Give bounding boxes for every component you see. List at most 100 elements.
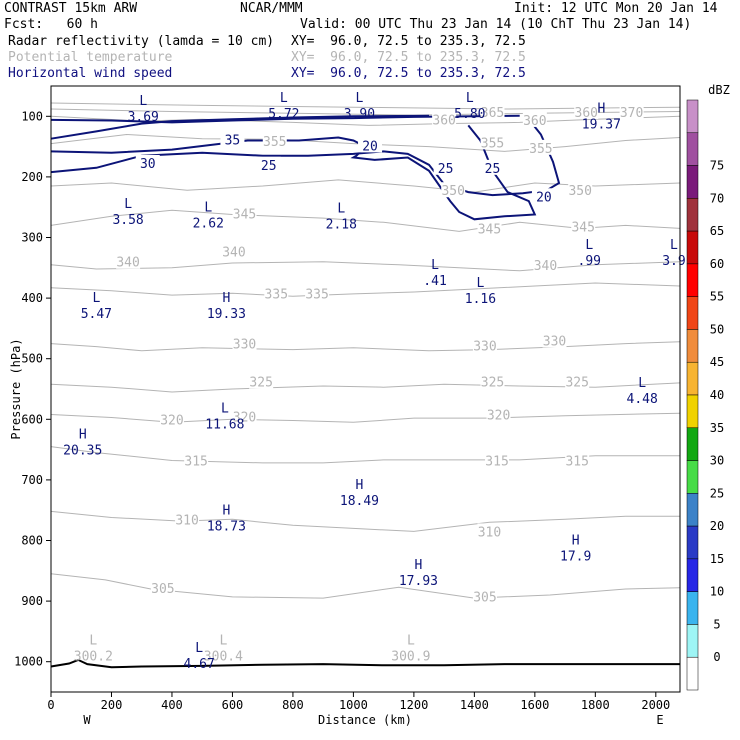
extremum-marker-L: L xyxy=(670,238,678,253)
contour-label-bg xyxy=(358,137,383,153)
contour-label-bg xyxy=(432,111,457,127)
contour-label-bg xyxy=(262,133,287,149)
contour-label-theta: 315 xyxy=(565,455,588,470)
colorbar-level-label: 60 xyxy=(710,257,724,271)
contour-label-theta: 345 xyxy=(571,221,594,236)
y-tick-label: 800 xyxy=(21,534,43,548)
extremum-marker-L: L xyxy=(466,91,474,106)
contour-label-bg xyxy=(522,111,547,127)
extremum-marker-L: L xyxy=(337,201,345,216)
extremum-value: .99 xyxy=(578,254,601,269)
colorbar-swatch xyxy=(686,329,699,363)
extremum-marker-L: L xyxy=(585,238,593,253)
contour-label-bg xyxy=(477,220,502,236)
contour-label-bg xyxy=(565,452,590,468)
contour-label-bg xyxy=(568,182,593,198)
x-tick-label: 800 xyxy=(282,698,304,712)
east-label: E xyxy=(656,713,663,727)
colorbar-level-label: 55 xyxy=(710,290,724,304)
colorbar-swatch xyxy=(686,591,699,625)
contour-label-bg xyxy=(264,285,289,301)
colorbar-level-label: 5 xyxy=(713,617,720,631)
contour-label-theta: 320 xyxy=(233,410,256,425)
wind-contour-30 xyxy=(50,114,430,140)
colorbar-unit: dBZ xyxy=(708,83,730,97)
contour-label-bg xyxy=(533,256,558,272)
x-tick-label: 200 xyxy=(101,698,123,712)
contour-label-wind: 20 xyxy=(536,190,552,205)
extremum-marker-H: H xyxy=(79,428,87,443)
y-tick-label: 400 xyxy=(21,291,43,305)
contour-label-bg xyxy=(480,159,505,175)
colorbar-level-label: 0 xyxy=(713,650,720,664)
x-axis-label: Distance (km) xyxy=(318,713,412,727)
contour-label-bg xyxy=(619,104,644,120)
theta-contour-370 xyxy=(50,102,681,110)
potential-temperature-contours xyxy=(50,102,681,599)
contour-label-theta: 325 xyxy=(249,376,272,391)
theta-contour-310 xyxy=(50,510,680,532)
colorbar-level-label: 50 xyxy=(710,322,724,336)
contour-label-bg xyxy=(305,285,330,301)
colorbar-level-label: 70 xyxy=(710,191,724,205)
extremum-value: 4.48 xyxy=(627,392,658,407)
contour-label-theta: 345 xyxy=(478,222,501,237)
contour-label-bg xyxy=(480,134,505,150)
terrain-line xyxy=(50,658,680,669)
extremum-value: 17.93 xyxy=(399,574,438,589)
extremum-marker-L: L xyxy=(638,376,646,391)
field2-name: Potential temperature xyxy=(8,50,173,65)
contour-label-bg xyxy=(184,452,209,468)
y-tick-label: 500 xyxy=(21,352,43,366)
theta-contour-320 xyxy=(50,412,681,423)
contour-label-theta: 330 xyxy=(473,339,496,354)
contour-label-theta: 340 xyxy=(116,256,139,271)
y-tick-label: 600 xyxy=(21,412,43,426)
axes: 0 200 400 600 800 1000 1200 1400 1600 1800 2000 100… xyxy=(14,109,670,712)
contour-label-theta: 335 xyxy=(265,287,288,302)
y-axis-label: Pressure (hPa) xyxy=(9,338,23,439)
contour-label-theta: 350 xyxy=(441,184,464,199)
theta-contour-365 xyxy=(50,108,681,116)
x-tick-label: 1600 xyxy=(520,698,549,712)
extremum-value: 300.2 xyxy=(74,650,113,665)
extremum-value: 3.90 xyxy=(344,107,375,122)
extremum-marker-H: H xyxy=(572,534,580,549)
contour-label-wind: 25 xyxy=(261,159,277,174)
contour-label-theta: 335 xyxy=(305,287,328,302)
extremum-value: 5.47 xyxy=(81,307,112,322)
theta-contour-345 xyxy=(50,209,681,232)
extremum-value: 18.73 xyxy=(207,519,246,534)
colorbar-level-label: 10 xyxy=(710,585,724,599)
contour-label-bg xyxy=(433,159,458,175)
extremum-value: 1.16 xyxy=(465,292,496,307)
x-tick-label: 1000 xyxy=(339,698,368,712)
contour-label-theta: 315 xyxy=(184,455,207,470)
extremum-marker-H: H xyxy=(356,478,364,493)
y-tick-label: 100 xyxy=(21,109,43,123)
extremum-marker-H: H xyxy=(597,101,605,116)
contour-label-wind: 35 xyxy=(225,133,241,148)
contour-label-theta: 305 xyxy=(151,582,174,597)
extremum-value: 17.9 xyxy=(560,550,591,565)
extremum-marker-L: L xyxy=(221,401,229,416)
forecast-hour: Fcst: 60 h xyxy=(4,17,98,32)
field1-xy: XY= 96.0, 72.5 to 235.3, 72.5 xyxy=(291,34,526,49)
extremum-value: 5.80 xyxy=(454,107,485,122)
colorbar-level-label: 20 xyxy=(710,519,724,533)
plot-frame xyxy=(50,85,681,693)
contour-label-bg xyxy=(232,408,257,424)
contour-label-bg xyxy=(542,332,567,348)
contour-label-bg xyxy=(472,337,497,353)
contour-label-theta: 360 xyxy=(432,113,455,128)
extremum-value: 300.4 xyxy=(204,650,243,665)
colorbar-level-label: 75 xyxy=(710,159,724,173)
contour-label-theta: 345 xyxy=(233,207,256,222)
contour-label-bg xyxy=(528,139,553,155)
model-title: CONTRAST 15km ARW xyxy=(4,1,138,16)
contour-label-bg xyxy=(220,131,245,147)
x-tick-label: 1400 xyxy=(460,698,489,712)
theta-contour-350 xyxy=(50,179,681,193)
